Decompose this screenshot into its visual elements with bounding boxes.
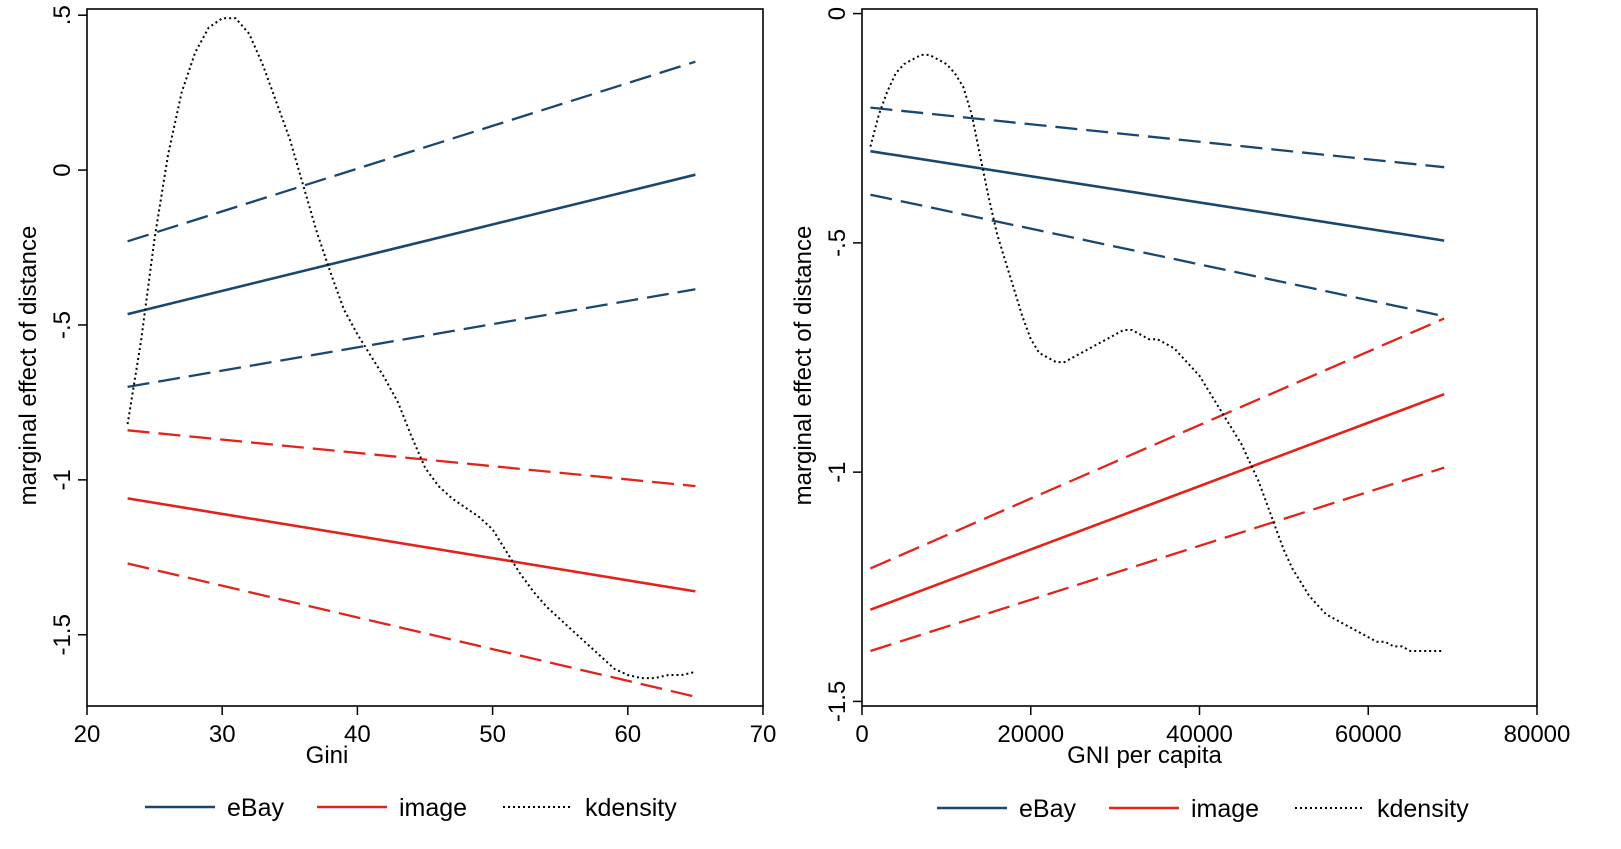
x-tick-label: 20000 [997,721,1064,748]
y-tick-label: -1 [49,469,76,490]
panel-gini: .5 0 -.5 -1 -1.5 20 30 40 50 60 70 Gini marginal eff… [15,5,776,822]
series-line-image-dashed [869,317,1445,570]
series-line-image-solid [127,497,696,593]
legend-label-kdensity: kdensity [585,794,677,822]
legend-label-ebay: eBay [227,794,284,822]
series-line-image-dashed [870,466,1445,653]
series-line-ebay-dashed [127,288,696,389]
y-tick-label: -.5 [824,229,851,257]
legend-label-kdensity: kdensity [1377,795,1469,823]
series-line-ebay-solid [870,149,1445,242]
series-line-kdensity-dotted [869,53,1445,652]
x-tick-label: 70 [750,721,777,748]
y-tick-label: -1.5 [824,681,851,722]
x-tick-label: 0 [855,721,868,748]
series-line-ebay-dashed [870,106,1445,169]
series-line-image-dashed [127,429,696,488]
series-line-ebay-dashed [870,193,1445,318]
y-tick-label: -1.5 [49,614,76,655]
x-tick-label: 60 [614,721,641,748]
y-tick-label: -1 [824,461,851,482]
y-axis-title: marginal effect of distance [790,226,817,506]
x-tick-label: 40 [344,721,371,748]
x-axis-title: GNI per capita [1067,742,1222,769]
series-line-ebay-solid [127,173,696,316]
x-tick-label: 40000 [1166,721,1233,748]
plot-frame [86,8,764,707]
x-axis-title: Gini [306,742,349,769]
y-tick-label: -.5 [49,311,76,339]
series-line-ebay-dashed [127,60,696,243]
x-tick-label: 80000 [1504,721,1571,748]
series-line-kdensity-dotted [126,17,696,680]
series-line-image-dashed [127,562,696,698]
legend-label-image: image [1191,795,1259,823]
plot-frame [861,8,1538,707]
x-tick-label: 60000 [1335,721,1402,748]
x-tick-label: 30 [209,721,236,748]
legend-label-ebay: eBay [1019,795,1076,823]
y-tick-label: 0 [824,7,851,20]
legend-label-image: image [399,794,467,822]
y-axis-title: marginal effect of distance [15,226,42,506]
y-tick-label: 0 [49,163,76,176]
x-tick-label: 20 [74,721,101,748]
series-line-image-solid [869,392,1445,611]
y-tick-label: .5 [49,5,76,25]
x-tick-label: 50 [479,721,506,748]
